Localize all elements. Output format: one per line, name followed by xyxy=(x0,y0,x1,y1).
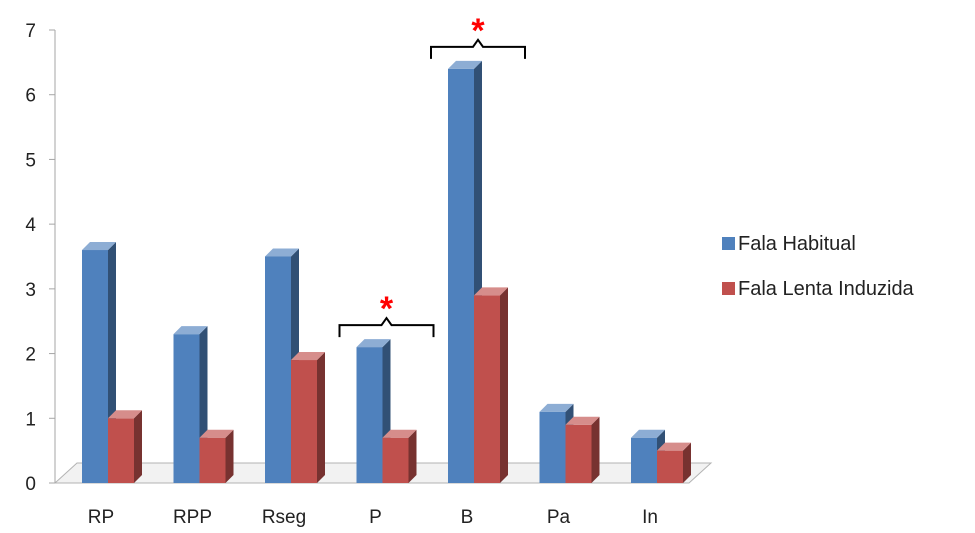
significance-bracket xyxy=(338,316,435,338)
bar-side-face xyxy=(225,429,234,483)
y-axis-ticks: 0 1 2 3 4 5 6 7 xyxy=(25,21,55,495)
bar-side-face xyxy=(683,442,691,483)
legend-swatch xyxy=(722,237,735,250)
bar-top-face xyxy=(82,242,116,251)
legend-swatch xyxy=(722,282,735,295)
bar-front-face xyxy=(291,360,317,483)
bar-front-face xyxy=(265,256,291,483)
bar-front-face xyxy=(565,424,592,483)
y-tick-label: 1 xyxy=(25,409,36,430)
y-tick-label: 7 xyxy=(25,21,36,42)
bar-RP-series-1 xyxy=(82,242,116,483)
bar-top-face xyxy=(565,416,600,425)
bar-front-face xyxy=(382,437,409,483)
y-tick-label: 2 xyxy=(25,345,36,366)
bar-top-face xyxy=(265,248,299,257)
bar-front-face xyxy=(474,295,500,483)
bar-RPP-series-2 xyxy=(199,429,234,483)
bar-side-face xyxy=(408,429,417,483)
bar-Pa-series-2 xyxy=(565,416,600,483)
bar-front-face xyxy=(108,418,134,483)
bar-front-face xyxy=(539,411,566,483)
bar-top-face xyxy=(291,352,325,361)
x-tick-label: B xyxy=(461,507,474,528)
y-tick-label: 6 xyxy=(25,86,36,107)
x-tick-label: Pa xyxy=(547,507,571,528)
x-tick-label: RP xyxy=(88,507,114,528)
bar-front-face xyxy=(173,334,200,483)
bar-side-face xyxy=(317,352,325,483)
bar-side-face xyxy=(591,416,600,483)
bar-side-face xyxy=(500,287,508,483)
significance-annotations: ** xyxy=(338,12,526,338)
x-tick-label: RPP xyxy=(173,507,212,528)
bar-top-face xyxy=(173,326,208,335)
legend: Fala Habitual Fala Lenta Induzida xyxy=(722,233,915,300)
legend-label: Fala Lenta Induzida xyxy=(738,278,915,300)
bar-top-face xyxy=(382,429,417,438)
bar-top-face xyxy=(631,429,665,438)
y-tick-label: 0 xyxy=(25,474,36,495)
bars xyxy=(82,60,691,483)
bar-Rseg-series-2 xyxy=(291,352,325,483)
bar-top-face xyxy=(448,60,482,69)
bar-front-face xyxy=(199,437,226,483)
bar-front-face xyxy=(82,250,108,483)
y-tick-label: 4 xyxy=(25,215,36,236)
bar-top-face xyxy=(539,403,574,412)
bar-RP-series-2 xyxy=(108,410,142,483)
significance-asterisk: * xyxy=(380,290,394,328)
significance-bracket xyxy=(430,38,526,59)
bar-front-face xyxy=(448,68,474,483)
bar-top-face xyxy=(108,410,142,419)
y-tick-label: 3 xyxy=(25,280,36,301)
bar-side-face xyxy=(134,410,142,483)
bar-P-series-1 xyxy=(356,339,391,483)
x-tick-label: Rseg xyxy=(262,507,306,528)
x-tick-label: In xyxy=(642,507,658,528)
bar-top-face xyxy=(657,442,691,451)
bar-front-face xyxy=(631,437,657,483)
x-tick-label: P xyxy=(369,507,382,528)
bar-B-series-1 xyxy=(448,60,482,483)
bar-top-face xyxy=(199,429,234,438)
bar-top-face xyxy=(474,287,508,296)
legend-label: Fala Habitual xyxy=(738,233,856,255)
significance-asterisk: * xyxy=(471,12,485,50)
bar-B-series-2 xyxy=(474,287,508,483)
bar-front-face xyxy=(657,450,683,483)
y-tick-label: 5 xyxy=(25,150,36,171)
bar-P-series-2 xyxy=(382,429,417,483)
bar-In-series-2 xyxy=(657,442,691,483)
x-axis-labels: RP RPP Rseg P B Pa In xyxy=(88,507,658,528)
bar-top-face xyxy=(356,339,391,348)
bar-front-face xyxy=(356,347,383,483)
